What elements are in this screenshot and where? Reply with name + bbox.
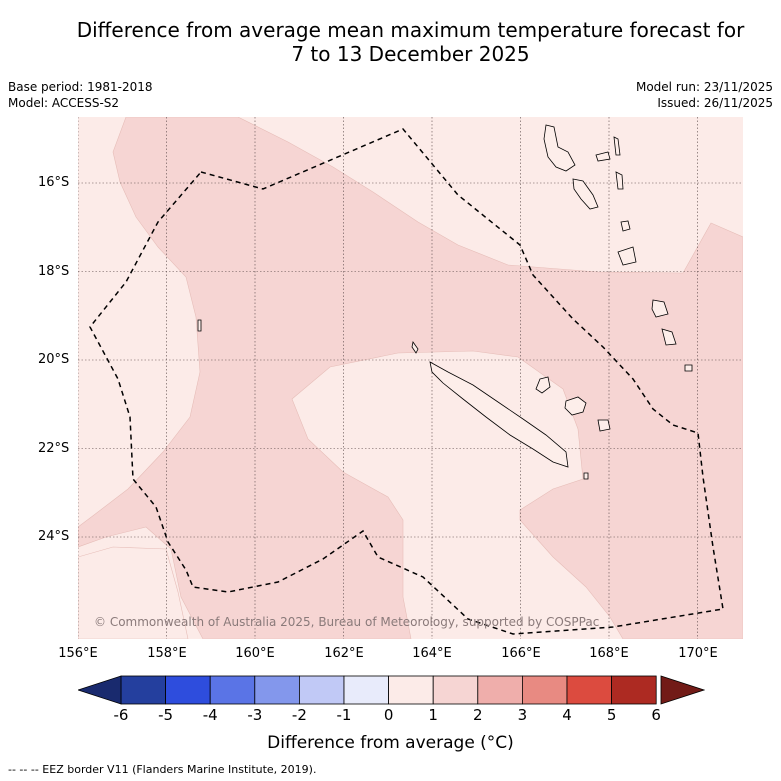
anomaly-region-light-sw: [78, 546, 189, 639]
colorbar-cell-10: [566, 675, 612, 705]
colorbar-tick-label: -3: [247, 706, 263, 724]
colorbar-tick-label: 4: [562, 706, 572, 724]
coastline-efate: [620, 220, 631, 232]
colorbar-tick-label: -5: [158, 706, 174, 724]
meta-left: Base period: 1981-2018 Model: ACCESS-S2: [8, 79, 153, 111]
title-line-2: 7 to 13 December 2025: [291, 42, 530, 66]
map-title: Difference from average mean maximum tem…: [0, 18, 781, 66]
coastline-north-tip: [411, 341, 419, 354]
colorbar-tick-label: -1: [336, 706, 352, 724]
colorbar-under-arrow: [78, 675, 122, 705]
colorbar-tick-label: -4: [202, 706, 218, 724]
coastline-lifou: [564, 396, 587, 416]
coastlines: [197, 124, 693, 480]
colorbar-cell-5: [343, 675, 389, 705]
colorbar-over-arrow: [660, 675, 705, 705]
colorbar-cell-11: [611, 675, 657, 705]
colorbar-tick-label: -2: [291, 706, 307, 724]
model-run: Model run: 23/11/2025: [635, 80, 773, 94]
lon-label-164e: 164°E: [412, 646, 452, 661]
meta-right: Model run: 23/11/2025 Issued: 26/11/2025: [636, 79, 773, 111]
lon-label-162e: 162°E: [324, 646, 364, 661]
colorbar-tick-label: 1: [428, 706, 438, 724]
coastline-maewo: [613, 136, 621, 156]
coastline-isle-of-pines: [583, 472, 589, 480]
colorbar-tick-label: 0: [383, 706, 394, 724]
colorbar-tick-label: 2: [473, 706, 483, 724]
colorbar-cell-9: [521, 675, 568, 705]
title-line-1: Difference from average mean maximum tem…: [76, 18, 745, 42]
coastline-mare: [597, 419, 611, 432]
colorbar: [78, 675, 705, 705]
copyright-notice: © Commonwealth of Australia 2025, Bureau…: [94, 615, 599, 629]
colorbar-cell-3: [254, 675, 300, 705]
coastline-tanna: [617, 246, 637, 266]
coastline-ambae: [595, 151, 611, 162]
coastline-ouvea: [535, 376, 551, 394]
colorbar-tick-label: 6: [651, 706, 661, 724]
colorbar-cell-4: [298, 675, 345, 705]
model-name: Model: ACCESS-S2: [8, 96, 120, 110]
issued-date: Issued: 26/11/2025: [657, 96, 773, 110]
lon-label-160e: 160°E: [235, 646, 275, 661]
colorbar-tick-label: -6: [113, 706, 129, 724]
eez-border: [89, 128, 724, 635]
colorbar-cell-2: [209, 675, 256, 705]
coastline-pentecost: [615, 171, 624, 190]
lat-label-18s: 18°S: [38, 264, 70, 279]
colorbar-cell-1: [165, 675, 211, 705]
colorbar-label: Difference from average (°C): [267, 733, 514, 753]
lon-label-158e: 158°E: [147, 646, 187, 661]
colorbar-tick-label: 3: [517, 706, 528, 724]
coastline-islet-3: [197, 319, 202, 332]
coastline-new-caledonia: [429, 361, 569, 468]
anomaly-region-medium: [78, 117, 743, 639]
colorbar-tick-label: 5: [606, 706, 617, 724]
lat-label-16s: 16°S: [38, 175, 70, 190]
lat-label-20s: 20°S: [38, 352, 70, 367]
lon-label-170e: 170°E: [678, 646, 718, 661]
lat-label-24s: 24°S: [38, 529, 70, 544]
grid-lines: [78, 117, 743, 639]
map-panel: © Commonwealth of Australia 2025, Bureau…: [78, 117, 743, 639]
coastline-loyalty-north: [651, 299, 669, 318]
lon-label-168e: 168°E: [589, 646, 629, 661]
coastline-islet-2: [684, 364, 693, 372]
colorbar-cell-7: [432, 675, 479, 705]
coastline-malekula: [572, 178, 599, 210]
eez-footnote: -- -- -- EEZ border V11 (Flanders Marine…: [8, 763, 317, 776]
base-period: Base period: 1981-2018: [8, 80, 153, 94]
lon-label-166e: 166°E: [501, 646, 541, 661]
colorbar-cell-8: [477, 675, 523, 705]
colorbar-cell-6: [388, 675, 434, 705]
lon-label-156e: 156°E: [58, 646, 98, 661]
lat-label-22s: 22°S: [38, 441, 70, 456]
coastline-islet-1: [661, 328, 677, 346]
coastline-espiritu-santo: [543, 124, 576, 172]
colorbar-cell-0: [120, 675, 166, 705]
